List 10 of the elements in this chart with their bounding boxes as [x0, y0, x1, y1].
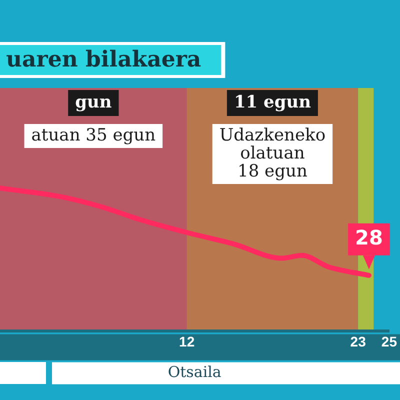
band-label: 11 egun [234, 92, 311, 112]
chart-title: uaren bilakaera [6, 46, 202, 73]
x-tick-label: 12 [179, 333, 195, 350]
text: Udazkeneko olatuan 18 egun [219, 125, 326, 182]
x-axis-title: Otsaila [168, 362, 222, 381]
annotation: 28 [355, 226, 383, 250]
x-tick-label: 23 [350, 333, 366, 350]
text: atuan 35 egun [31, 125, 156, 146]
band-label: gun [75, 92, 112, 112]
x-tick-label: 25 [381, 333, 398, 350]
